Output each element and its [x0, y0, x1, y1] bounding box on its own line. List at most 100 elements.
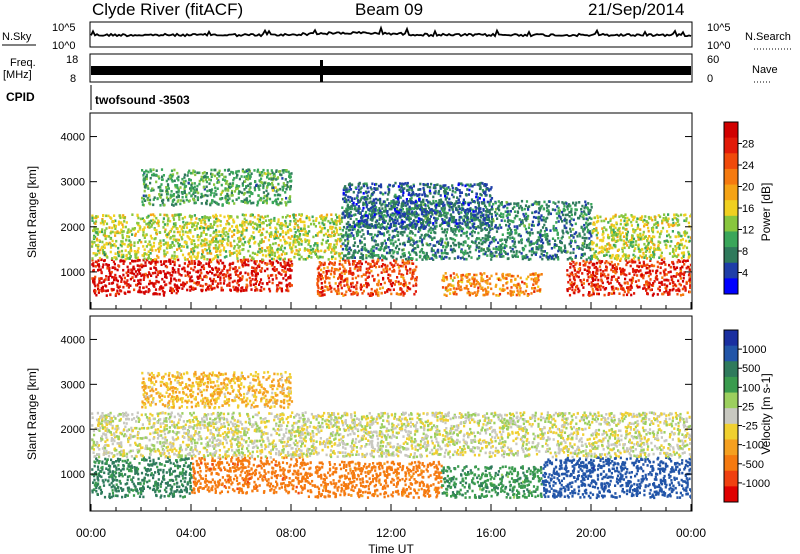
power-echo-cell	[572, 277, 576, 280]
power-echo-cell	[466, 291, 469, 295]
power-echo-cell	[124, 249, 127, 252]
power-echo-cell	[665, 273, 668, 276]
power-echo-cell	[230, 251, 233, 255]
power-echo-cell	[226, 243, 229, 247]
power-echo-cell	[216, 219, 219, 223]
power-echo-cell	[458, 245, 461, 249]
power-echo-cell	[683, 285, 686, 288]
power-echo-cell	[398, 264, 401, 268]
power-echo-cell	[656, 265, 659, 269]
power-echo-cell	[95, 231, 98, 235]
power-echo-cell	[239, 238, 242, 241]
freq-band	[91, 66, 691, 75]
power-echo-cell	[351, 254, 354, 257]
power-echo-cell	[127, 290, 130, 294]
power-echo-cell	[233, 220, 236, 223]
power-echo-cell	[687, 273, 691, 277]
power-echo-cell	[642, 264, 645, 267]
power-echo-cell	[231, 280, 234, 284]
power-echo-cell	[220, 286, 223, 290]
power-echo-cell	[415, 258, 418, 261]
power-echo-cell	[124, 225, 127, 229]
power-echo-cell	[457, 241, 460, 245]
power-echo-cell	[167, 217, 170, 220]
power-echo-cell	[232, 233, 236, 236]
power-echo-cell	[228, 229, 231, 232]
power-echo-cell	[305, 232, 308, 235]
power-echo-cell	[442, 245, 445, 249]
power-echo-cell	[372, 260, 375, 263]
power-echo-cell	[682, 273, 686, 277]
power-echo-cell	[679, 269, 683, 273]
power-echo-cell	[176, 230, 179, 234]
power-echo-cell	[309, 251, 312, 254]
power-echo-cell	[658, 262, 661, 265]
power-echo-cell	[303, 249, 306, 252]
power-echo-cell	[177, 270, 180, 273]
power-echo-cell	[397, 266, 400, 269]
power-echo-cell	[448, 288, 451, 292]
power-echo-cell	[350, 256, 353, 259]
power-echo-cell	[329, 272, 333, 276]
power-echo-cell	[595, 283, 598, 287]
power-echo-cell	[146, 275, 149, 279]
power-echo-cell	[330, 286, 333, 290]
power-echo-cell	[257, 230, 260, 233]
power-echo-cell	[451, 207, 454, 211]
power-echo-cell	[138, 281, 141, 285]
power-echo-cell	[582, 282, 585, 285]
power-echo-cell	[411, 257, 414, 260]
power-echo-cell	[323, 226, 326, 230]
power-echo-cell	[275, 268, 278, 271]
power-echo-cell	[164, 264, 167, 268]
power-echo-cell	[657, 214, 660, 217]
power-echo-cell	[216, 260, 219, 264]
power-echo-cell	[221, 288, 224, 292]
power-echo-cell	[353, 267, 356, 271]
power-echo-cell	[249, 213, 253, 217]
power-echo-cell	[536, 231, 539, 234]
power-echo-cell	[503, 204, 507, 208]
power-echo-cell	[649, 246, 653, 249]
power-echo-cell	[665, 287, 668, 291]
power-echo-cell	[245, 221, 248, 224]
power-echo-cell	[127, 286, 130, 289]
power-echo-cell	[452, 237, 455, 241]
power-echo-cell	[442, 277, 445, 280]
power-echo-cell	[469, 250, 472, 254]
power-echo-cell	[145, 222, 148, 226]
power-echo-cell	[317, 256, 320, 260]
power-echo-cell	[546, 216, 549, 220]
power-echo-cell	[226, 242, 229, 245]
power-echo-cell	[448, 208, 451, 212]
power-echo-cell	[540, 252, 543, 256]
power-echo-cell	[428, 234, 431, 238]
power-echo-cell	[574, 239, 577, 243]
power-echo-cell	[605, 253, 608, 257]
power-echo-cell	[330, 257, 334, 260]
power-echo-cell	[316, 234, 319, 237]
power-echo-cell	[396, 244, 399, 248]
power-echo-cell	[156, 260, 159, 264]
power-echo-cell	[449, 274, 452, 277]
power-echo-cell	[323, 261, 326, 265]
power-echo-cell	[455, 273, 458, 276]
power-echo-cell	[307, 243, 310, 246]
power-echo-cell	[465, 276, 468, 279]
power-echo-cell	[465, 284, 468, 288]
power-echo-cell	[655, 274, 658, 278]
power-echo-cell	[308, 255, 311, 258]
power-echo-cell	[384, 246, 387, 249]
power-echo-cell	[667, 213, 670, 216]
power-echo-cell	[381, 232, 384, 236]
power-echo-cell	[274, 242, 277, 245]
power-echo-cell	[143, 236, 146, 239]
power-echo-cell	[301, 220, 304, 224]
power-echo-cell	[122, 225, 125, 229]
power-echo-cell	[327, 258, 330, 261]
power-echo-cell	[438, 224, 442, 228]
power-echo-cell	[143, 248, 146, 251]
power-echo-cell	[276, 287, 279, 291]
power-echo-cell	[256, 253, 259, 257]
power-echo-cell	[514, 277, 517, 281]
